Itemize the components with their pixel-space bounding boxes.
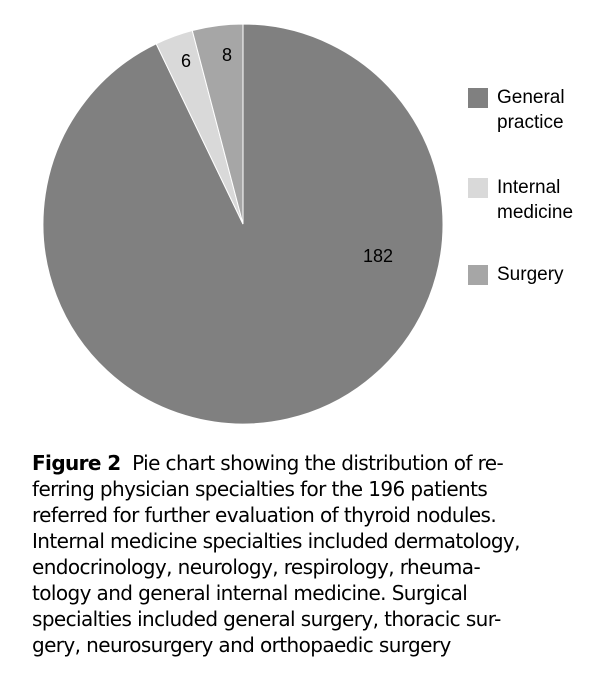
data-label: 6 — [181, 51, 191, 71]
caption-line: tology and general internal medicine. Su… — [32, 581, 468, 605]
caption: Figure 2 Pie chart showing the distribut… — [32, 450, 521, 658]
pie-slice — [191, 23, 244, 225]
pie-chart: 182 6 8 — [42, 23, 444, 425]
legend-swatch — [468, 265, 488, 285]
legend-label: General practice — [497, 87, 565, 133]
caption-line: gery, neurosurgery and orthopaedic surge… — [32, 633, 451, 657]
caption-text: Pie chart showing the distribution of re… — [132, 451, 504, 475]
caption-label: Figure 2 — [32, 451, 121, 475]
legend-label: Surgery — [497, 264, 564, 285]
caption-line: Internal medicine specialties included d… — [32, 529, 521, 553]
caption-line: ferring physician specialties for the 19… — [32, 477, 488, 501]
caption-line: specialties included general surgery, th… — [32, 607, 501, 631]
legend-swatch — [468, 88, 488, 108]
data-label: 8 — [222, 45, 232, 65]
data-label: 182 — [363, 246, 393, 266]
legend-swatch — [468, 178, 488, 198]
caption-line: Figure 2 Pie chart showing the distribut… — [32, 450, 520, 476]
legend-label: Internal medicine — [497, 177, 574, 223]
caption-line: endocrinology, neurology, respirology, r… — [32, 555, 481, 579]
caption-line: referred for further evaluation of thyro… — [32, 503, 497, 527]
